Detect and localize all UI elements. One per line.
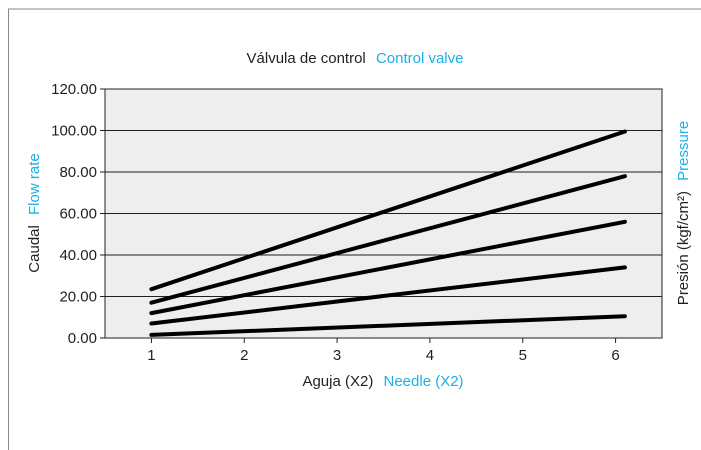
series-line-4 — [149, 265, 627, 326]
y-axis-label: Caudal Flow rate — [26, 153, 43, 272]
chart-title-es: Válvula de control — [247, 50, 366, 67]
y-axis-ticks: 0.00 20.00 40.00 60.00 80.00 100.00 120.00 — [51, 81, 105, 347]
series-line-3 — [149, 219, 627, 316]
x-tick-label: 2 — [240, 347, 248, 364]
y-axis-label-en: Flow rate — [26, 153, 43, 215]
chart-title-en: Control valve — [376, 50, 464, 67]
x-axis-ticks: 1 2 3 4 5 6 — [147, 338, 620, 364]
chart-title: Válvula de control Control valve — [247, 50, 464, 67]
x-axis-label-es: Aguja (X2) — [302, 373, 373, 390]
y-tick-label: 100.00 — [51, 123, 97, 140]
x-axis-label: Aguja (X2) Needle (X2) — [302, 373, 463, 390]
y-tick-label: 80.00 — [59, 164, 97, 181]
y-tick-label: 60.00 — [59, 206, 97, 223]
y2-axis-label: Presión (kgf/cm²) Pressure — [675, 121, 692, 305]
series-line-1 — [149, 129, 627, 292]
x-axis-label-en: Needle (X2) — [384, 373, 464, 390]
x-tick-label: 4 — [426, 347, 434, 364]
series-line-2 — [149, 174, 627, 305]
y-tick-label: 0.00 — [68, 330, 97, 347]
y2-axis-label-en: Pressure — [675, 121, 692, 181]
y-tick-label: 120.00 — [51, 81, 97, 98]
series-lines — [149, 129, 627, 337]
series-line-5 — [149, 314, 627, 337]
x-tick-label: 3 — [333, 347, 341, 364]
y-tick-label: 20.00 — [59, 289, 97, 306]
y2-axis-label-es: Presión (kgf/cm²) — [675, 191, 692, 305]
x-tick-label: 6 — [611, 347, 619, 364]
y-tick-label: 40.00 — [59, 247, 97, 264]
y-axis-label-es: Caudal — [26, 225, 43, 273]
x-tick-label: 1 — [147, 347, 155, 364]
x-tick-label: 5 — [519, 347, 527, 364]
